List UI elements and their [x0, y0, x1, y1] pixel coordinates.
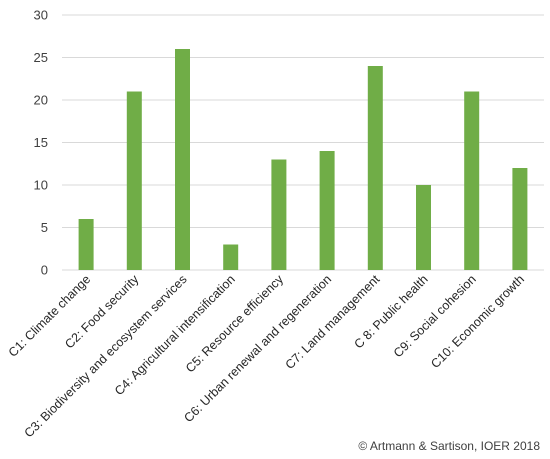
- y-tick-label: 0: [41, 263, 48, 278]
- bar: [512, 168, 528, 270]
- x-category-label: C10: Economic growth: [428, 272, 527, 371]
- bar: [271, 159, 287, 270]
- bar: [175, 49, 190, 270]
- bars: [78, 49, 528, 270]
- bar: [319, 151, 335, 270]
- x-category-label: C1: Climate change: [6, 272, 94, 360]
- x-category-label: C7: Land management: [283, 272, 383, 372]
- copyright-note: © Artmann & Sartison, IOER 2018: [358, 439, 540, 453]
- gridlines: [62, 14, 544, 271]
- bar: [78, 219, 94, 270]
- x-category-label: C5: Resource efficiency: [183, 272, 287, 376]
- bar: [464, 91, 480, 270]
- y-tick-label: 10: [34, 178, 48, 193]
- bar: [416, 185, 431, 270]
- y-axis-tick-labels: 0 5 10 15 20 25 30: [34, 8, 48, 278]
- y-tick-label: 5: [41, 220, 48, 235]
- x-category-label: C9: Social cohesion: [391, 272, 479, 360]
- bar: [367, 66, 383, 270]
- bar: [223, 244, 239, 270]
- y-tick-label: 30: [34, 8, 48, 23]
- bar: [126, 91, 142, 270]
- y-tick-label: 25: [34, 50, 48, 65]
- y-tick-label: 20: [34, 93, 48, 108]
- y-tick-label: 15: [34, 135, 48, 150]
